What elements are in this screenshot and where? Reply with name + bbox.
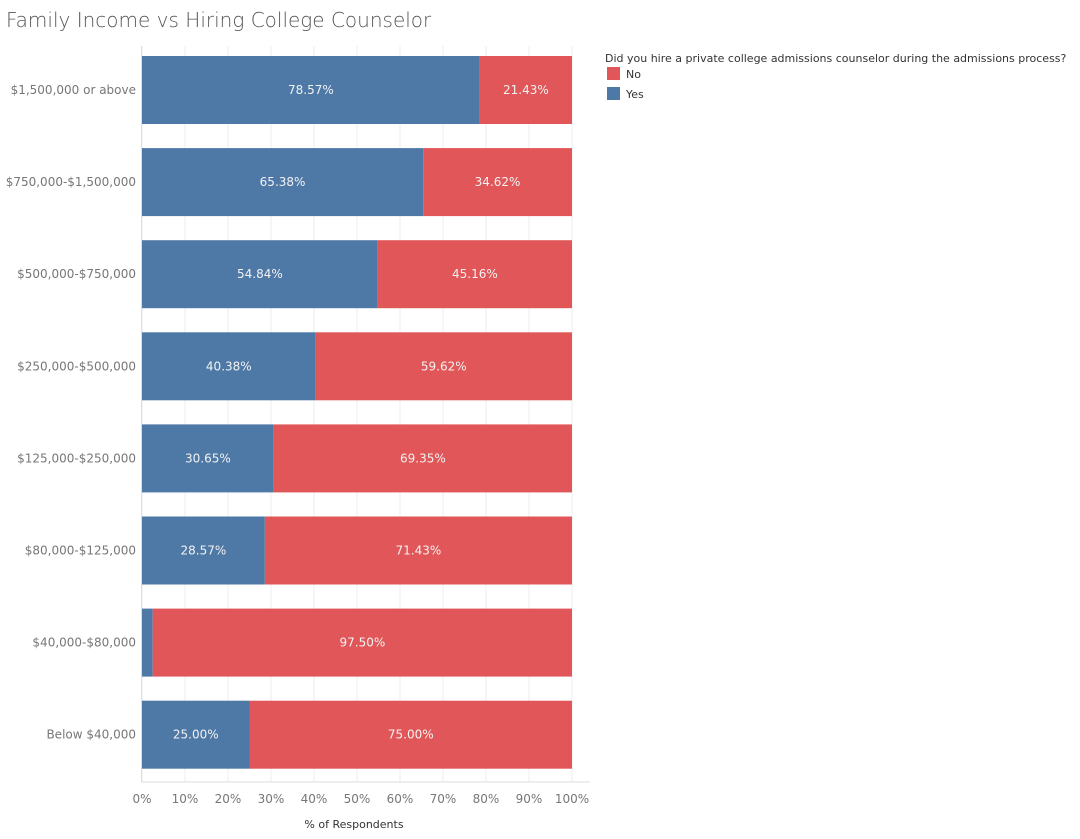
bar-yes[interactable] (142, 608, 153, 677)
category-label: $750,000-$1,500,000 (6, 175, 136, 189)
bar-yes[interactable] (142, 700, 250, 769)
legend-title: Did you hire a private college admission… (605, 52, 1067, 65)
bar-data-label: 65.38% (260, 175, 306, 189)
category-label: $500,000-$750,000 (17, 267, 136, 281)
bar-no[interactable] (152, 608, 572, 677)
bar-data-label: 21.43% (503, 83, 549, 97)
x-axis-label: % of Respondents (304, 818, 403, 831)
category-labels: $1,500,000 or above $750,000-$1,500,000 $5… (6, 83, 136, 742)
bar-yes[interactable] (142, 240, 378, 309)
x-tick-label: 80% (473, 792, 500, 806)
x-tick-label: 60% (387, 792, 414, 806)
x-tick-label: 50% (344, 792, 371, 806)
bar-data-label: 45.16% (452, 267, 498, 281)
legend-swatch-no[interactable] (607, 67, 620, 80)
bar-no[interactable] (249, 700, 573, 769)
bar-no[interactable] (377, 240, 572, 309)
bar-data-label: 71.43% (396, 544, 442, 558)
category-label: $40,000-$80,000 (32, 636, 136, 650)
category-label: $125,000-$250,000 (17, 451, 136, 465)
bar-data-label: 69.35% (400, 451, 446, 465)
bar-data-label: 40.38% (206, 359, 252, 373)
x-tick-label: 30% (258, 792, 285, 806)
legend-label-yes[interactable]: Yes (625, 88, 644, 101)
legend: Did you hire a private college admission… (605, 52, 1067, 101)
legend-entries: No Yes (607, 67, 644, 101)
bar-yes[interactable] (142, 424, 274, 493)
bar-no[interactable] (273, 424, 572, 493)
bar-data-label: 28.57% (181, 544, 227, 558)
bar-data-label: 59.62% (421, 359, 467, 373)
bar-data-label: 97.50% (339, 636, 385, 650)
category-label: $80,000-$125,000 (25, 544, 136, 558)
category-label: Below $40,000 (46, 728, 136, 742)
category-label: $1,500,000 or above (11, 83, 136, 97)
category-label: $250,000-$500,000 (17, 359, 136, 373)
x-axis-ticks: 0% 10% 20% 30% 40% 50% 60% 70% 80% 90% 100% (132, 792, 589, 806)
chart-title: Family Income vs Hiring College Counselo… (6, 8, 432, 32)
bar-no[interactable] (423, 148, 572, 217)
bar-yes[interactable] (142, 332, 316, 401)
bar-data-label: 75.00% (388, 728, 434, 742)
bar-yes[interactable] (142, 516, 265, 585)
bar-no[interactable] (315, 332, 572, 401)
bar-no[interactable] (479, 56, 572, 124)
x-tick-label: 90% (516, 792, 543, 806)
x-tick-label: 100% (555, 792, 589, 806)
bar-no[interactable] (264, 516, 572, 585)
bar-data-label: 78.57% (288, 83, 334, 97)
x-tick-label: 10% (172, 792, 199, 806)
legend-swatch-yes[interactable] (607, 87, 620, 100)
bar-data-label: 34.62% (475, 175, 521, 189)
legend-label-no[interactable]: No (626, 68, 641, 81)
bar-yes[interactable] (142, 56, 480, 124)
x-tick-label: 40% (301, 792, 328, 806)
x-tick-label: 20% (215, 792, 242, 806)
bar-data-label: 30.65% (185, 451, 231, 465)
x-tick-label: 70% (430, 792, 457, 806)
x-tick-label: 0% (132, 792, 151, 806)
bars-layer: 78.57% 21.43% 65.38% 34.62% 54.84% 45.16% 40.3… (142, 56, 572, 769)
bar-yes[interactable] (142, 148, 424, 217)
bar-data-label: 54.84% (237, 267, 283, 281)
bar-data-label: 25.00% (173, 728, 219, 742)
